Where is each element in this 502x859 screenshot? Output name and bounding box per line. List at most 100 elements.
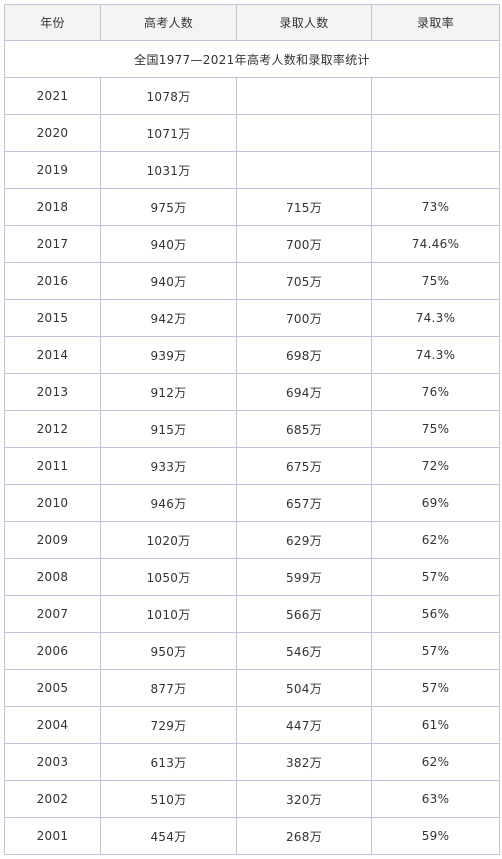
table-row: 2005 877万 504万 57% bbox=[4, 669, 500, 707]
cell-applicants: 946万 bbox=[100, 484, 237, 522]
cell-year: 2014 bbox=[4, 336, 101, 374]
cell-applicants: 454万 bbox=[100, 817, 237, 855]
cell-rate: 73% bbox=[371, 188, 500, 226]
cell-applicants: 1031万 bbox=[100, 151, 237, 189]
table-row: 2020 1071万 bbox=[4, 114, 500, 152]
cell-rate: 74.3% bbox=[371, 299, 500, 337]
cell-rate: 76% bbox=[371, 373, 500, 411]
cell-year: 2007 bbox=[4, 595, 101, 633]
caption-row: 全国1977—2021年高考人数和录取率统计 bbox=[4, 40, 500, 78]
cell-applicants: 877万 bbox=[100, 669, 237, 707]
admission-stats-table: 年份 高考人数 录取人数 录取率 全国1977—2021年高考人数和录取率统计 … bbox=[4, 4, 500, 855]
cell-year: 2009 bbox=[4, 521, 101, 559]
cell-applicants: 940万 bbox=[100, 262, 237, 300]
table-row: 2018 975万 715万 73% bbox=[4, 188, 500, 226]
cell-admitted: 700万 bbox=[236, 299, 372, 337]
cell-applicants: 510万 bbox=[100, 780, 237, 818]
cell-rate bbox=[371, 114, 500, 152]
table-row: 2003 613万 382万 62% bbox=[4, 743, 500, 781]
cell-admitted: 700万 bbox=[236, 225, 372, 263]
cell-year: 2015 bbox=[4, 299, 101, 337]
table-row: 2011 933万 675万 72% bbox=[4, 447, 500, 485]
table-row: 2006 950万 546万 57% bbox=[4, 632, 500, 670]
cell-applicants: 933万 bbox=[100, 447, 237, 485]
header-admitted: 录取人数 bbox=[236, 4, 372, 41]
cell-rate: 56% bbox=[371, 595, 500, 633]
cell-rate: 75% bbox=[371, 410, 500, 448]
cell-rate: 57% bbox=[371, 632, 500, 670]
table-row: 2019 1031万 bbox=[4, 151, 500, 189]
table-row: 2017 940万 700万 74.46% bbox=[4, 225, 500, 263]
cell-applicants: 729万 bbox=[100, 706, 237, 744]
cell-year: 2016 bbox=[4, 262, 101, 300]
cell-admitted: 320万 bbox=[236, 780, 372, 818]
cell-admitted: 698万 bbox=[236, 336, 372, 374]
cell-rate: 62% bbox=[371, 743, 500, 781]
cell-rate: 57% bbox=[371, 669, 500, 707]
table-row: 2012 915万 685万 75% bbox=[4, 410, 500, 448]
cell-admitted: 715万 bbox=[236, 188, 372, 226]
cell-year: 2002 bbox=[4, 780, 101, 818]
cell-rate: 59% bbox=[371, 817, 500, 855]
cell-admitted: 447万 bbox=[236, 706, 372, 744]
cell-rate: 69% bbox=[371, 484, 500, 522]
cell-year: 2017 bbox=[4, 225, 101, 263]
cell-admitted: 629万 bbox=[236, 521, 372, 559]
cell-rate: 57% bbox=[371, 558, 500, 596]
table-row: 2013 912万 694万 76% bbox=[4, 373, 500, 411]
table-row: 2014 939万 698万 74.3% bbox=[4, 336, 500, 374]
cell-year: 2019 bbox=[4, 151, 101, 189]
table-row: 2010 946万 657万 69% bbox=[4, 484, 500, 522]
cell-admitted: 504万 bbox=[236, 669, 372, 707]
cell-rate: 61% bbox=[371, 706, 500, 744]
cell-year: 2001 bbox=[4, 817, 101, 855]
cell-year: 2013 bbox=[4, 373, 101, 411]
cell-applicants: 1020万 bbox=[100, 521, 237, 559]
table-row: 2002 510万 320万 63% bbox=[4, 780, 500, 818]
cell-admitted: 705万 bbox=[236, 262, 372, 300]
cell-rate bbox=[371, 77, 500, 115]
table-row: 2009 1020万 629万 62% bbox=[4, 521, 500, 559]
cell-admitted: 694万 bbox=[236, 373, 372, 411]
cell-applicants: 939万 bbox=[100, 336, 237, 374]
table-row: 2016 940万 705万 75% bbox=[4, 262, 500, 300]
cell-year: 2011 bbox=[4, 447, 101, 485]
cell-year: 2006 bbox=[4, 632, 101, 670]
cell-admitted: 675万 bbox=[236, 447, 372, 485]
header-applicants: 高考人数 bbox=[100, 4, 237, 41]
cell-applicants: 1078万 bbox=[100, 77, 237, 115]
cell-applicants: 975万 bbox=[100, 188, 237, 226]
table-row: 2021 1078万 bbox=[4, 77, 500, 115]
cell-year: 2004 bbox=[4, 706, 101, 744]
cell-admitted: 268万 bbox=[236, 817, 372, 855]
header-row: 年份 高考人数 录取人数 录取率 bbox=[4, 4, 500, 41]
table-row: 2004 729万 447万 61% bbox=[4, 706, 500, 744]
cell-applicants: 1071万 bbox=[100, 114, 237, 152]
cell-applicants: 613万 bbox=[100, 743, 237, 781]
cell-admitted bbox=[236, 77, 372, 115]
cell-admitted bbox=[236, 151, 372, 189]
cell-rate: 62% bbox=[371, 521, 500, 559]
header-year: 年份 bbox=[4, 4, 101, 41]
cell-year: 2020 bbox=[4, 114, 101, 152]
table-row: 2015 942万 700万 74.3% bbox=[4, 299, 500, 337]
cell-admitted: 566万 bbox=[236, 595, 372, 633]
cell-admitted: 657万 bbox=[236, 484, 372, 522]
cell-applicants: 940万 bbox=[100, 225, 237, 263]
cell-admitted bbox=[236, 114, 372, 152]
cell-year: 2003 bbox=[4, 743, 101, 781]
cell-admitted: 546万 bbox=[236, 632, 372, 670]
cell-year: 2012 bbox=[4, 410, 101, 448]
cell-year: 2010 bbox=[4, 484, 101, 522]
cell-rate: 74.3% bbox=[371, 336, 500, 374]
cell-admitted: 382万 bbox=[236, 743, 372, 781]
cell-year: 2008 bbox=[4, 558, 101, 596]
table-row: 2001 454万 268万 59% bbox=[4, 817, 500, 855]
cell-year: 2018 bbox=[4, 188, 101, 226]
cell-rate: 74.46% bbox=[371, 225, 500, 263]
cell-rate bbox=[371, 151, 500, 189]
cell-applicants: 1050万 bbox=[100, 558, 237, 596]
cell-applicants: 942万 bbox=[100, 299, 237, 337]
header-rate: 录取率 bbox=[371, 4, 500, 41]
